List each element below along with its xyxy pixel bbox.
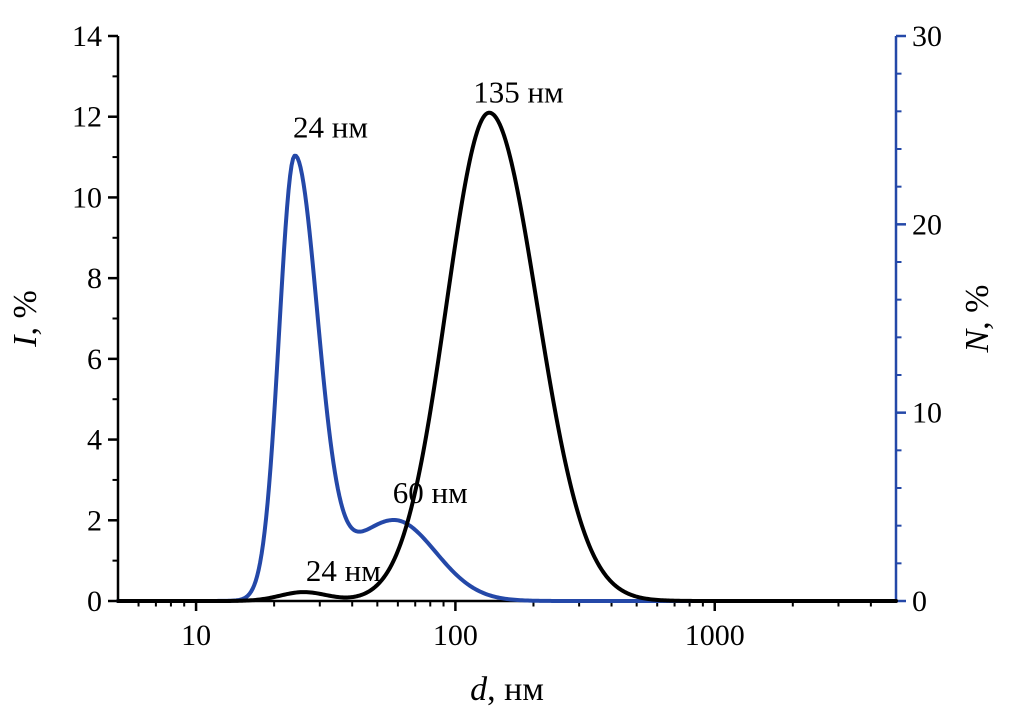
y-left-tick-label: 12 [72,101,102,134]
number-shoulder-label: 60 нм [393,475,468,510]
y-left-tick-label: 10 [72,181,102,214]
y-right-tick-label: 20 [912,208,942,241]
y-right-axis-title: N, % [959,284,996,353]
y-right-tick-label: 30 [912,20,942,53]
x-tick-label: 100 [433,619,478,652]
y-axis-right: 0 10 20 30 [896,20,942,618]
intensity-peak-label: 135 нм [473,75,563,110]
y-right-tick-label: 10 [912,397,942,430]
y-left-tick-label: 0 [87,585,102,618]
y-left-tick-label: 6 [87,343,102,376]
axes [116,36,898,603]
y-left-tick-label: 4 [87,424,102,457]
annotations: 135 нм 24 нм 60 нм 24 нм [293,75,564,588]
curve-number-distribution [116,153,898,603]
curve-intensity-distribution [116,110,898,603]
x-tick-label: 1000 [685,619,745,652]
y-left-tick-label: 8 [87,262,102,295]
x-tick-label: 10 [181,619,211,652]
y-axis-left: 0 2 4 6 8 10 12 14 [72,20,118,618]
y-left-tick-label: 2 [87,504,102,537]
y-left-tick-label: 14 [72,20,102,53]
x-axis-title: d, нм [470,671,544,708]
axis-titles: d, нм I, % N, % [7,284,996,708]
y-left-axis-title: I, % [7,290,44,348]
series [116,110,898,603]
intensity-bump-label: 24 нм [306,553,381,588]
y-right-tick-label: 0 [912,585,927,618]
number-peak-label: 24 нм [293,110,368,145]
x-axis: 10 100 1000 [137,601,872,652]
